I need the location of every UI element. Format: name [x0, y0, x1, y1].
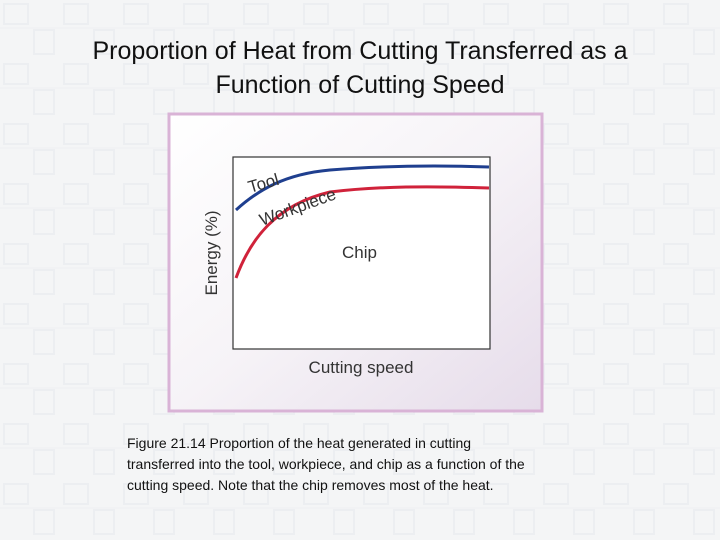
caption-line: Figure 21.14 Proportion of the heat gene… [127, 435, 471, 451]
title-line: Proportion of Heat from Cutting Transfer… [93, 37, 628, 65]
caption-line: transferred into the tool, workpiece, an… [127, 456, 525, 472]
caption-line: cutting speed. Note that the chip remove… [127, 477, 494, 493]
workpiece-curve [234, 185, 490, 279]
y-axis-label: Energy (%) [202, 210, 221, 295]
region-label: Chip [342, 243, 377, 262]
tool-curve [234, 164, 490, 212]
title-line: Function of Cutting Speed [215, 71, 504, 99]
x-axis-label: Cutting speed [309, 358, 414, 377]
